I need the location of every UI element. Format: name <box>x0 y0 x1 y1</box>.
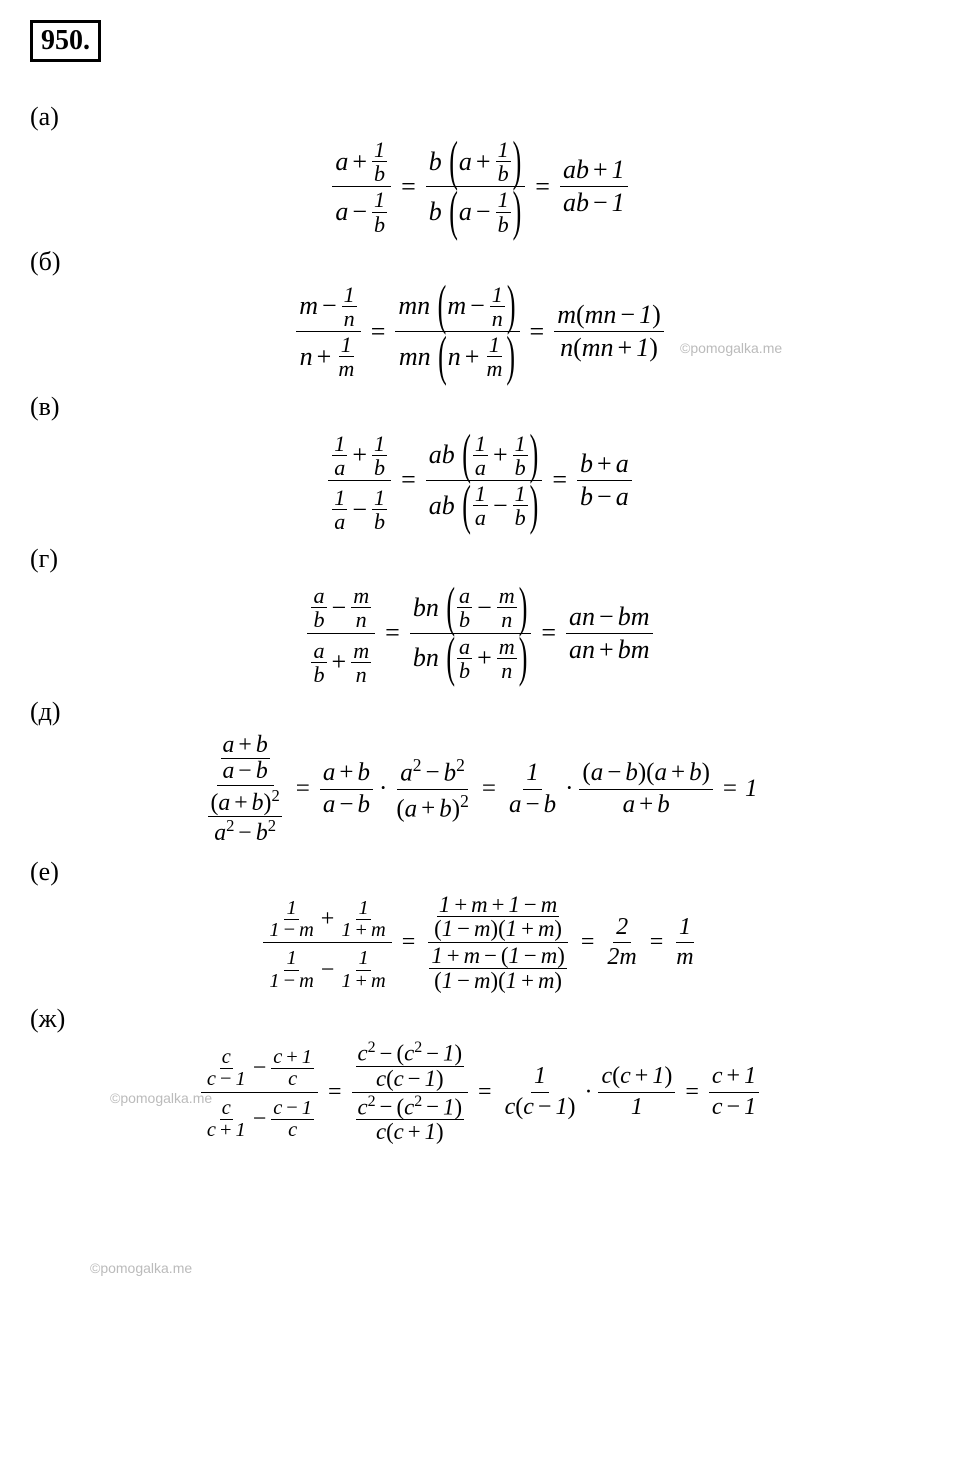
equation-b: m−1n n+1m = mn (m−1n) mn (n+1m) = m(mn−1… <box>30 282 930 382</box>
part-label-g: (г) <box>30 544 930 574</box>
equation-d: a+ba−b (a+b)2a2−b2 = a+ba−b · a2−b2(a+b)… <box>30 732 930 847</box>
part-label-e: (е) <box>30 857 930 887</box>
equation-e: 11−m+11+m 11−m−11+m = 1+m+1−m(1−m)(1+m) … <box>30 892 930 995</box>
part-label-v: (в) <box>30 392 930 422</box>
part-label-a: (а) <box>30 102 930 132</box>
equation-a: a+1b a−1b = b (a+1b) b (a−1b) = ab+1 ab−… <box>30 137 930 237</box>
part-label-b: (б) <box>30 247 930 277</box>
result-d: 1 <box>745 775 758 803</box>
equation-g: ab−mn ab+mn = bn (ab−mn) bn (ab+mn) = an… <box>30 579 930 687</box>
problem-number: 950. <box>30 20 101 62</box>
part-label-d: (д) <box>30 697 930 727</box>
part-label-zh: (ж) <box>30 1004 930 1034</box>
watermark-3: ©pomogalka.me <box>90 1260 192 1276</box>
equation-zh: cc−1−c+1c cc+1−c−1c = c2−(c2−1)c(c−1) c2… <box>30 1039 930 1145</box>
equation-v: 1a+1b 1a−1b = ab (1a+1b) ab (1a−1b) = b+… <box>30 427 930 535</box>
